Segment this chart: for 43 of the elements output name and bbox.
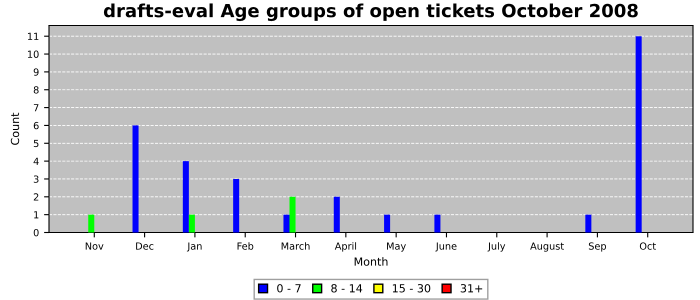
- x-tick-label: April: [334, 242, 356, 252]
- y-tick-label: 10: [28, 50, 39, 58]
- y-tick-label: 11: [28, 32, 38, 40]
- bar: [188, 214, 195, 232]
- x-tick-label: May: [387, 242, 406, 252]
- bar: [585, 214, 592, 232]
- y-tick-label: 9: [34, 68, 39, 76]
- x-tick-label: Dec: [136, 242, 154, 250]
- bar: [182, 161, 189, 232]
- y-tick-label: 5: [34, 140, 38, 148]
- bar: [88, 214, 94, 232]
- legend-label: 0 - 7: [277, 284, 301, 292]
- x-axis-title: Month: [354, 257, 388, 266]
- y-tick-label: 4: [34, 158, 39, 165]
- y-tick-label: 0: [34, 228, 39, 236]
- x-tick-label: Feb: [238, 242, 254, 250]
- bar: [384, 214, 390, 232]
- bar: [283, 214, 290, 232]
- bar: [334, 196, 340, 232]
- x-tick-label: Oct: [640, 242, 656, 250]
- x-tick-label: August: [530, 242, 564, 252]
- y-tick-label: 8: [34, 86, 39, 94]
- bar: [289, 196, 296, 232]
- legend-label: 31+: [460, 284, 482, 292]
- x-tick-label: June: [435, 242, 457, 252]
- bar: [636, 36, 642, 232]
- x-tick-label: Nov: [86, 242, 104, 250]
- x-tick-label: July: [488, 242, 506, 252]
- y-tick-label: 2: [34, 193, 38, 201]
- bar: [233, 178, 240, 232]
- x-tick-label: March: [282, 242, 310, 250]
- y-tick-label: 3: [34, 175, 38, 183]
- y-tick-label: 6: [34, 122, 39, 130]
- y-axis-title: Count: [10, 112, 20, 145]
- y-tick-label: 7: [34, 104, 38, 112]
- y-tick-label: 1: [34, 211, 38, 218]
- bar: [434, 214, 440, 232]
- legend-label: 8 - 14: [331, 284, 362, 292]
- chart-title: drafts-eval Age groups of open tickets October 2008: [104, 3, 638, 22]
- x-tick-label: Sep: [588, 242, 606, 252]
- x-tick-label: Jan: [186, 242, 202, 252]
- bar: [132, 125, 139, 232]
- legend-label: 15 - 30: [392, 284, 430, 292]
